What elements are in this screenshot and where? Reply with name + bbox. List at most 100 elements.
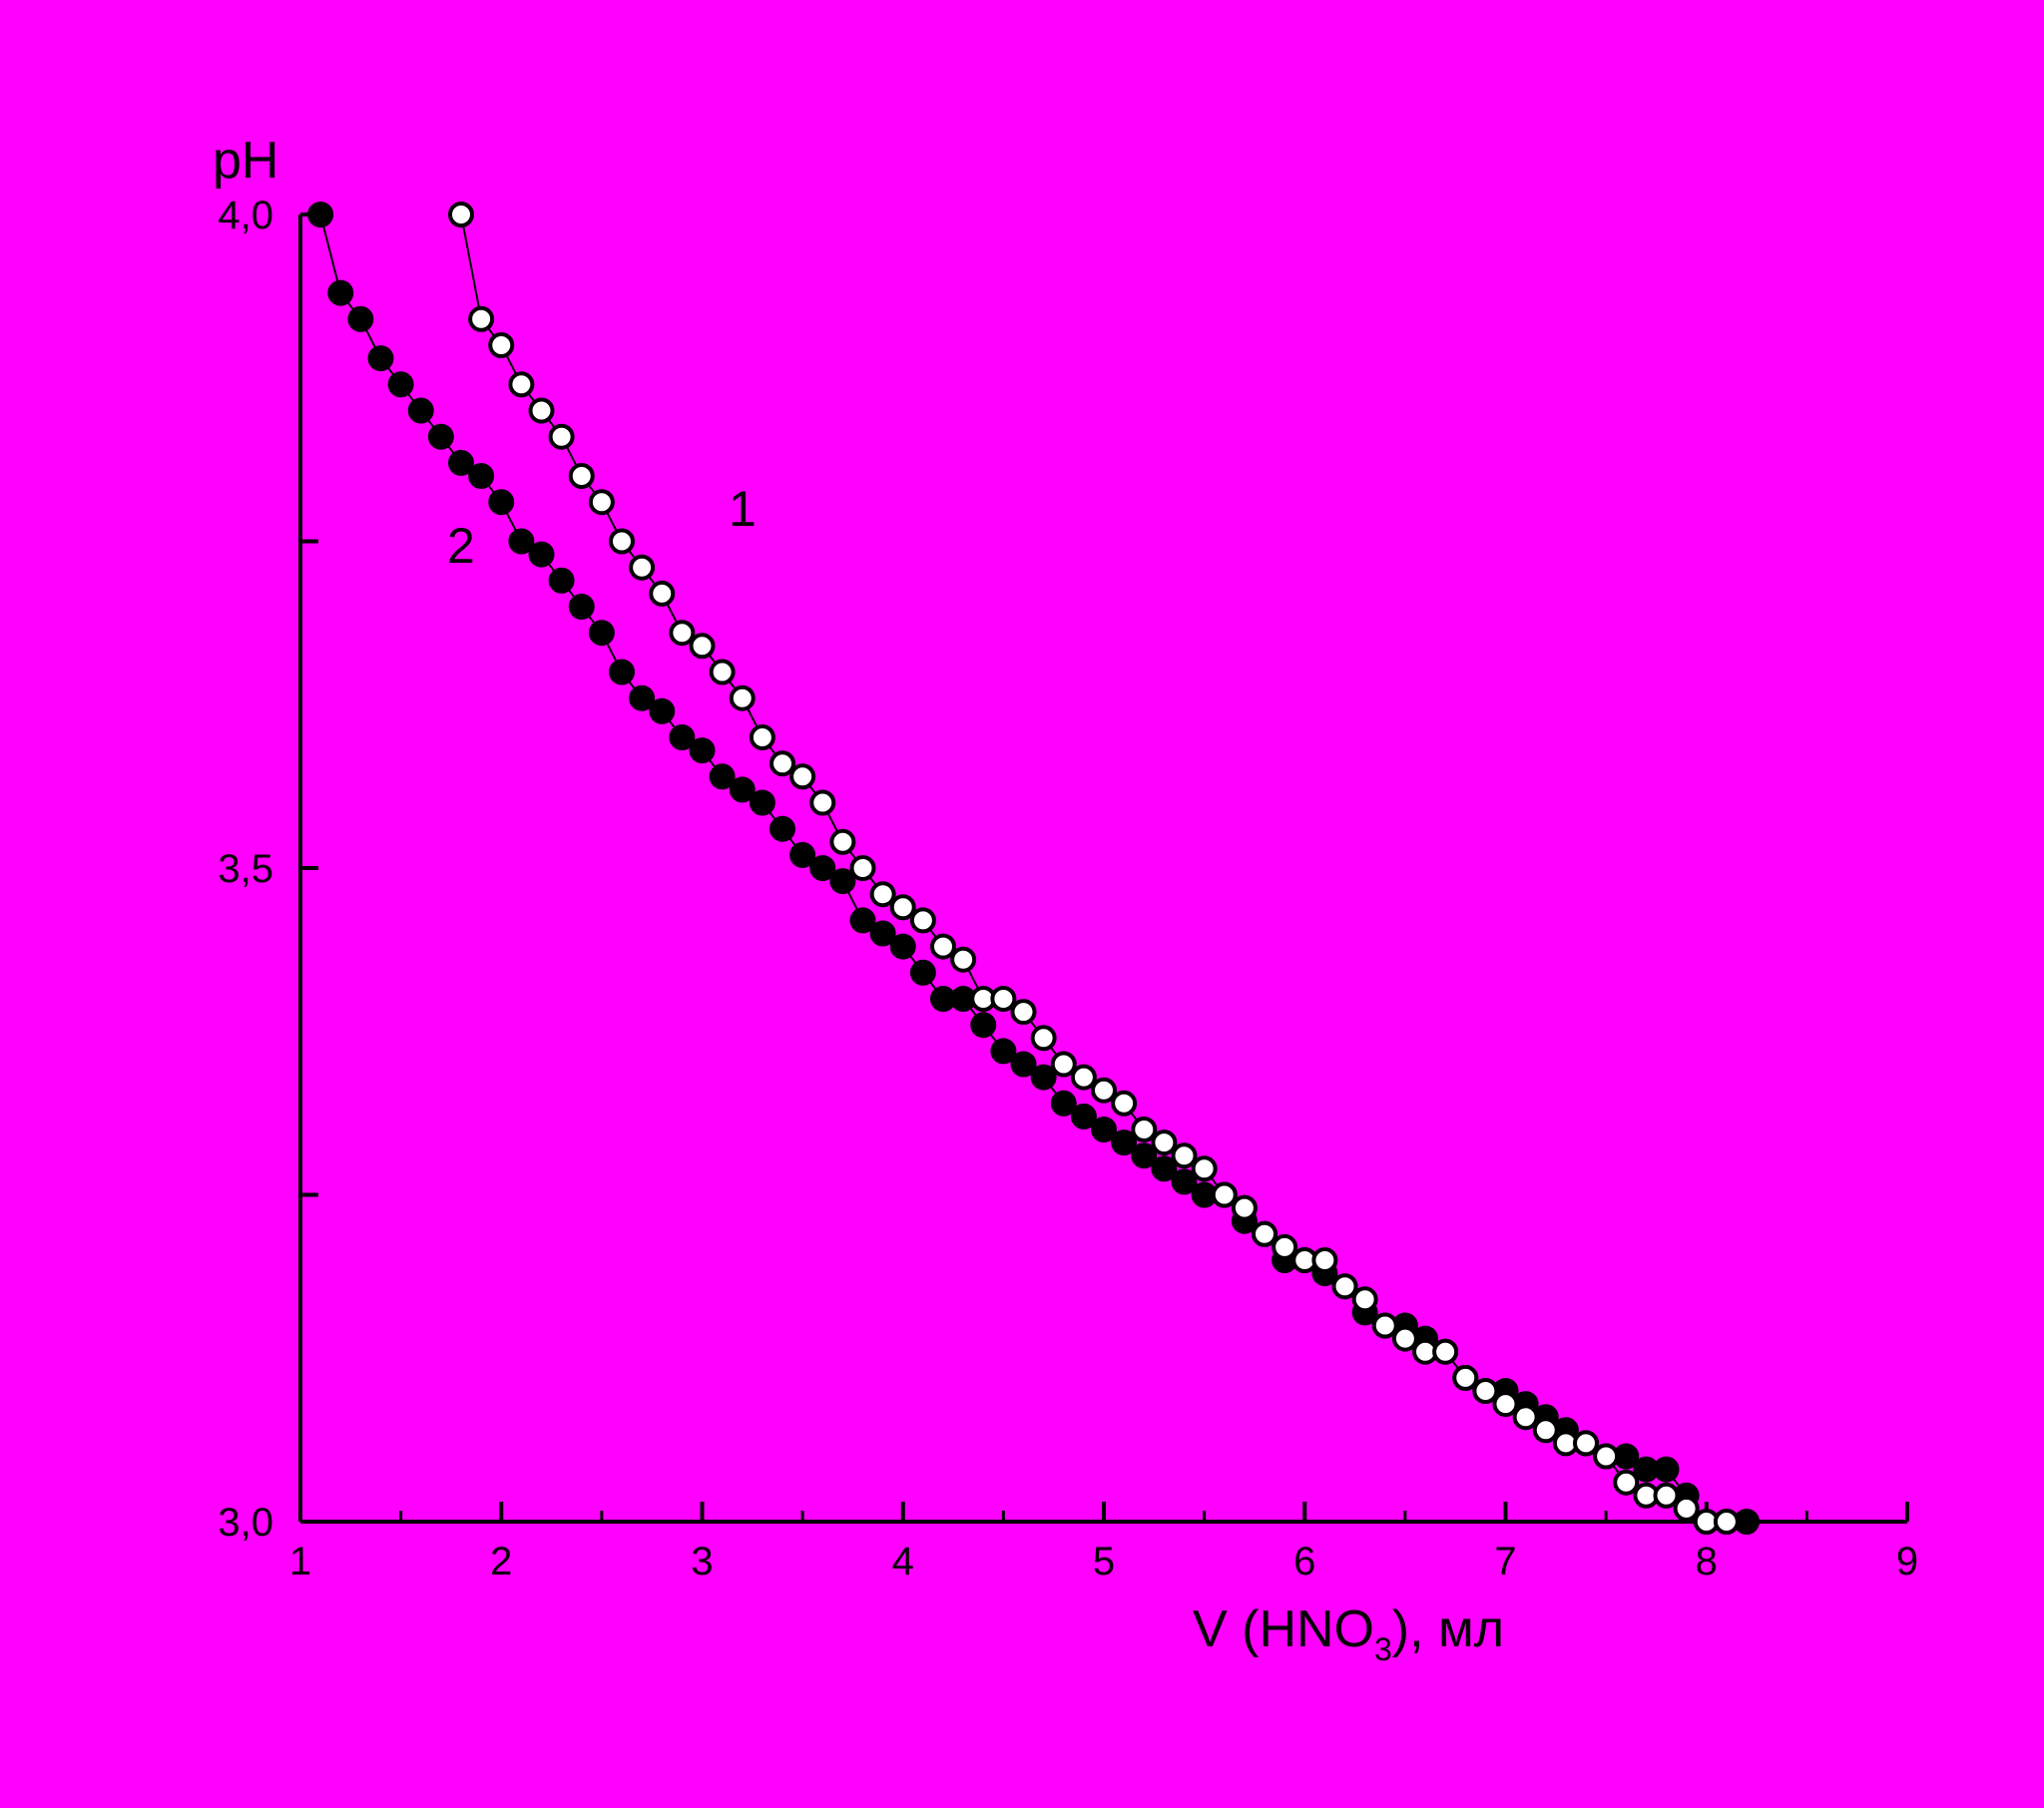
x-tick-label: 7 [1494,1540,1516,1583]
series-1-label: 1 [729,481,757,537]
series-2-point [468,463,495,489]
series-1-point [789,763,816,790]
series-1-point [468,305,495,332]
series-2-point [327,279,354,306]
series-2-point [990,1038,1017,1065]
series-1-point [909,907,936,934]
series-2-point [427,423,454,450]
series-1-point [1613,1469,1640,1496]
series-2-point [809,855,836,881]
series-1-point [1030,1025,1057,1052]
series-1-point [1452,1364,1479,1391]
series-2-point [649,697,676,724]
series-2-point [387,371,414,398]
x-tick-label: 2 [490,1540,512,1583]
series-1-point [689,633,716,660]
series-1-point [1432,1338,1459,1365]
series-1-point [1131,1117,1158,1142]
series-1-point [488,332,515,358]
series-1-point [990,986,1017,1012]
series-2-point [508,528,535,555]
series-1-point [508,371,535,398]
series-2-point [709,763,736,790]
x-tick-label: 4 [892,1540,914,1583]
series-2-point [1070,1103,1097,1130]
y-tick-label: 3,0 [218,1501,273,1545]
series-1-point [1272,1233,1298,1260]
series-2-point [1111,1130,1138,1156]
series-2-point [1050,1090,1077,1117]
series-2-point [829,868,856,895]
series-2-point [749,789,775,816]
series-1-point [889,894,916,921]
x-axis-title: V (HNO3), мл [1193,1600,1504,1667]
series-1-point [1512,1404,1539,1431]
series-1-point [1472,1378,1499,1404]
x-tick-label: 8 [1696,1540,1718,1583]
series-2-point [669,724,696,750]
series-1-point [1673,1495,1700,1522]
series-2 [307,202,1760,1535]
series-2-point [1653,1456,1680,1483]
x-axis-title-main: V (HNO [1193,1600,1374,1658]
series-2-point [869,920,896,947]
series-1-point [869,881,896,908]
series-2-point [889,933,916,960]
series-1-point [669,620,696,647]
series-1-point [528,397,555,424]
series-1-point [609,528,635,555]
series-1-point [1713,1509,1740,1535]
series-1-point [729,684,756,711]
y-axis-title: pH [213,132,278,190]
series-2-point [548,567,575,594]
series-2-point [1131,1142,1158,1169]
series-1-point [588,489,615,516]
series-2-point [769,815,795,842]
series-1-point [1050,1051,1077,1078]
series-1-point [1311,1247,1338,1273]
series-1-point [1532,1417,1559,1444]
series-2-point [1151,1155,1178,1182]
series-2-point [789,841,816,868]
series-1-point [1653,1482,1680,1509]
series-1-point [1151,1130,1178,1156]
series-1-point [1191,1155,1218,1182]
x-tick-label: 5 [1093,1540,1115,1583]
series-2-point [568,594,595,620]
x-axis-title-sub: 3 [1374,1631,1392,1667]
series-1-point [1171,1142,1198,1169]
series-2-point [909,959,936,986]
series-1-point [829,828,856,855]
ticks: 1 2 3 4 5 6 7 8 9 3,0 3,5 4,0 [218,194,1918,1583]
series-1-point [1331,1273,1358,1300]
series-1-point [709,659,736,685]
series-2-point [1091,1117,1117,1142]
y-tick-label: 4,0 [218,194,273,237]
series-1-point [1492,1391,1519,1418]
series-1-point [649,580,676,607]
x-tick-label: 3 [691,1540,713,1583]
series-2-point [849,907,876,934]
series-1-point [930,933,956,960]
series-2-point [588,620,615,647]
series-1-point [1070,1064,1097,1091]
series-2-point [729,776,756,803]
series-1-point [1111,1090,1138,1117]
series-2-point [1010,1051,1037,1078]
series-2-point [528,541,555,568]
series-2-point [609,659,635,685]
series-1-point [1593,1443,1620,1470]
series-1-point [629,554,656,581]
series-1-line [460,214,1727,1523]
x-tick-label: 9 [1896,1540,1918,1583]
series-1-point [1573,1430,1599,1457]
series-2-point [629,684,656,711]
x-tick-label: 1 [289,1540,311,1583]
series-2-point [970,1012,997,1039]
series-2-point [689,737,716,764]
series-2-point [367,345,394,372]
series-1-point [568,463,595,489]
series-2-point [1171,1168,1198,1195]
series-1-point [1371,1312,1398,1339]
series-1-point [1231,1194,1258,1221]
